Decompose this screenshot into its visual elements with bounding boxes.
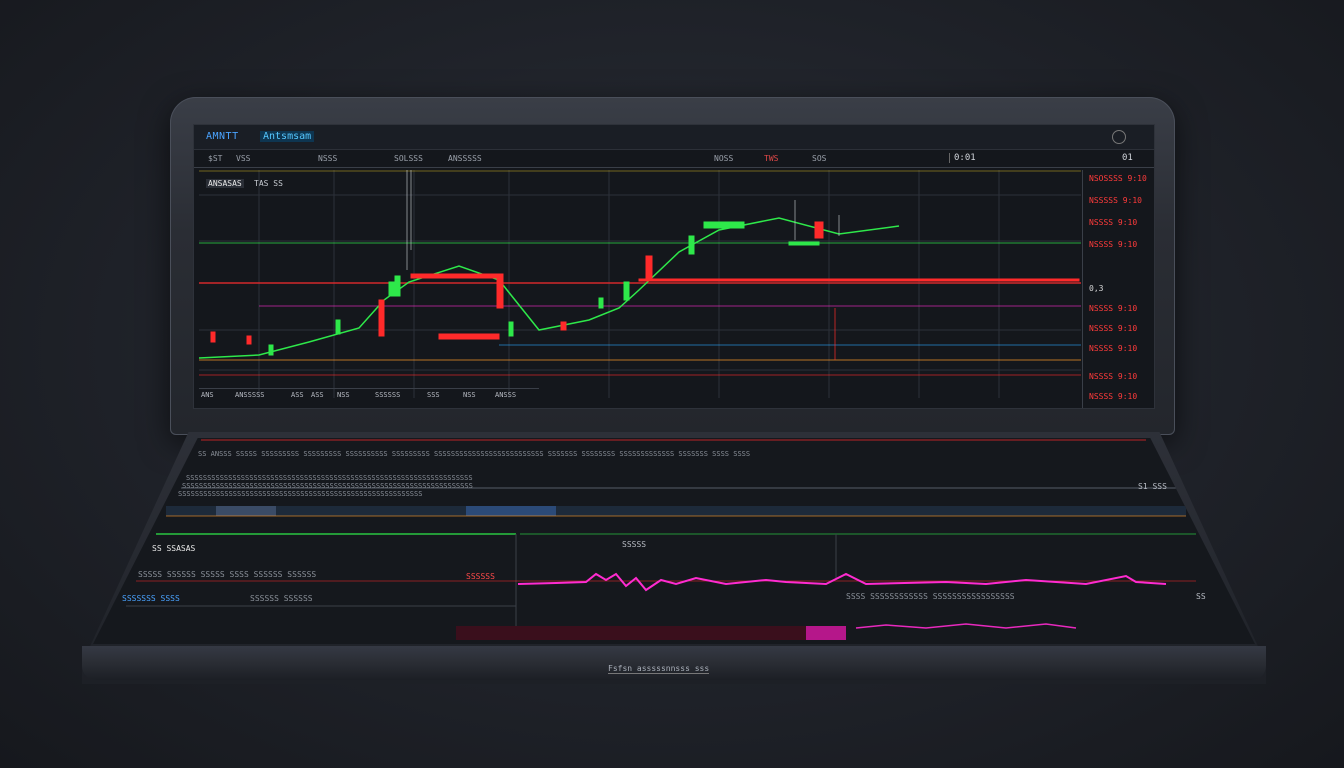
indicator-item[interactable]: SSS bbox=[427, 391, 440, 399]
deck-row: SSSS SSSSSSSSSSSS SSSSSSSSSSSSSSSSS bbox=[846, 592, 1015, 601]
deck-line: SSSSSSSSSSSSSSSSSSSSSSSSSSSSSSSSSSSSSSSS… bbox=[178, 490, 423, 498]
deck-row-alert: SSSSSS bbox=[466, 572, 495, 581]
deck-right-value: S1 SSS bbox=[1138, 482, 1167, 491]
price-axis-label: NSSSS 9:10 bbox=[1089, 304, 1138, 313]
app-logo: AMNTT bbox=[206, 131, 239, 142]
toolbar-item[interactable]: $ST bbox=[208, 154, 223, 163]
price-axis-label: NSSSS 9:10 bbox=[1089, 344, 1138, 353]
price-axis-label: NSSSS 9:10 bbox=[1089, 324, 1138, 333]
brand-label: Fsfsn asssssnnsss sss bbox=[608, 664, 710, 674]
trading-screen: AMNTT Antsmsam $ST VSS NSSS SOLSSS ANSSS… bbox=[193, 124, 1155, 409]
toolbar-item[interactable]: TWS bbox=[764, 154, 779, 163]
deck-row[interactable]: SSSSSSS SSSS bbox=[122, 594, 180, 603]
indicator-item[interactable]: NSS bbox=[337, 391, 350, 399]
title-bar: AMNTT Antsmsam bbox=[194, 125, 1154, 150]
lower-dashboard-graphics bbox=[126, 439, 1196, 640]
indicator-item[interactable]: NSS bbox=[463, 391, 476, 399]
price-axis: NSOSSSS 9:10 NSSSSS 9:10 NSSSS 9:10 NSSS… bbox=[1082, 170, 1154, 408]
toolbar-price-right: 01 bbox=[1122, 153, 1133, 163]
price-axis-label: NSSSS 9:10 bbox=[1089, 218, 1138, 227]
chart-toolbar: $ST VSS NSSS SOLSSS ANSSSSS NOSS TWS SOS… bbox=[194, 153, 1154, 168]
indicator-item[interactable]: ASS bbox=[291, 391, 304, 399]
laptop-front-lip bbox=[82, 646, 1266, 680]
indicator-row: ANS ANSSSSS ASS ASS NSS SSSSSS SSS NSS A… bbox=[199, 388, 539, 403]
toolbar-item[interactable]: VSS bbox=[236, 154, 251, 163]
toolbar-price: 0:01 bbox=[949, 153, 976, 163]
deck-line: SSSSSSSSSSSSSSSSSSSSSSSSSSSSSSSSSSSSSSSS… bbox=[182, 482, 473, 490]
deck-center-label: SSSSS bbox=[622, 540, 647, 549]
price-axis-label: NSSSS 9:10 bbox=[1089, 240, 1138, 249]
candlestick-chart[interactable] bbox=[199, 170, 1081, 398]
chart-symbol-label: ANSASAS bbox=[206, 179, 244, 188]
toolbar-item[interactable]: ANSSSSS bbox=[448, 154, 482, 163]
indicator-item[interactable]: SSSSSS bbox=[375, 391, 401, 399]
price-axis-label: NSSSS 9:10 bbox=[1089, 392, 1138, 401]
price-axis-label: 0,3 bbox=[1089, 284, 1104, 293]
indicator-item[interactable]: ANS bbox=[201, 391, 214, 399]
toolbar-item[interactable]: NOSS bbox=[714, 154, 734, 163]
lower-dashboard: SS ANSSS SSSSS SSSSSSSSS SSSSSSSSS SSSSS… bbox=[93, 438, 1255, 644]
price-axis-label: NSSSS 9:10 bbox=[1089, 372, 1138, 381]
toolbar-item[interactable]: SOLSSS bbox=[394, 154, 423, 163]
deck-row: SSSSS SSSSSS SSSSS SSSS SSSSSS SSSSSS bbox=[138, 570, 317, 579]
toolbar-item[interactable]: SOS bbox=[812, 154, 827, 163]
settings-icon[interactable] bbox=[1112, 130, 1126, 144]
price-axis-label: NSOSSSS 9:10 bbox=[1089, 174, 1147, 183]
toolbar-item[interactable]: NSSS bbox=[318, 154, 338, 163]
deck-header-line: SS ANSSS SSSSS SSSSSSSSS SSSSSSSSS SSSSS… bbox=[198, 450, 751, 458]
deck-row: SSSSSS SSSSSS bbox=[250, 594, 313, 603]
deck-panel-label: SS SSASAS bbox=[152, 544, 196, 553]
price-axis-label: NSSSSS 9:10 bbox=[1089, 196, 1142, 205]
deck-line: SSSSSSSSSSSSSSSSSSSSSSSSSSSSSSSSSSSSSSSS… bbox=[186, 474, 473, 482]
app-title[interactable]: Antsmsam bbox=[260, 131, 315, 142]
indicator-item[interactable]: ANSSSSS bbox=[235, 391, 265, 399]
indicator-item[interactable]: ANSSS bbox=[495, 391, 517, 399]
indicator-item[interactable]: ASS bbox=[311, 391, 324, 399]
chart-timeframe-label: TAS SS bbox=[254, 179, 283, 188]
deck-small-right: SS bbox=[1196, 592, 1206, 601]
